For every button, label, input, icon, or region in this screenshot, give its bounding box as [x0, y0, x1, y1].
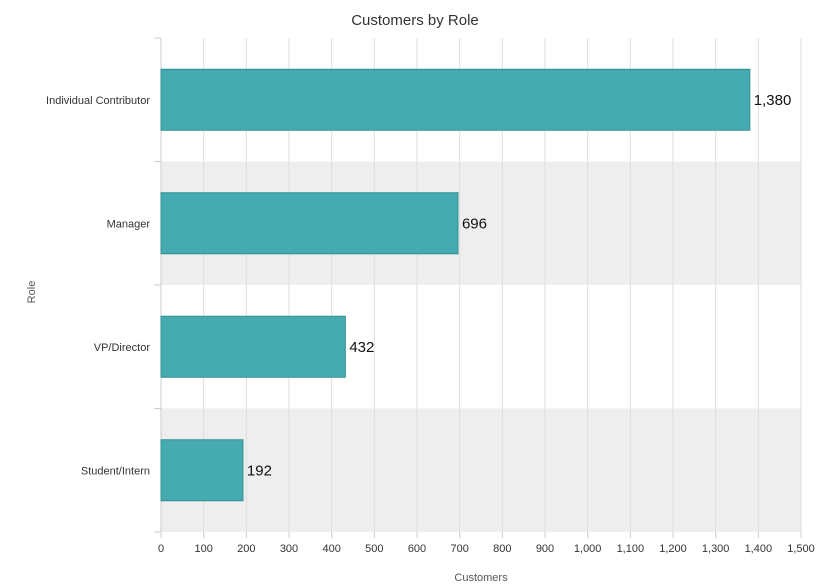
x-tick-label: 200 — [237, 543, 255, 555]
labels-group: 0 100 200 300 400 500 600 700 800 900 1,000 1,100 1,… — [46, 92, 815, 555]
chart-title: Customers by Role — [351, 12, 479, 29]
x-tick-label: 1,000 — [574, 543, 602, 555]
category-label: VP/Director — [94, 342, 151, 354]
x-axis-title: Customers — [454, 572, 508, 584]
bars-group — [160, 68, 751, 502]
plot-bands — [161, 161, 801, 532]
x-tick-label: 700 — [450, 543, 468, 555]
bar — [160, 68, 751, 131]
data-label: 696 — [462, 215, 487, 232]
bar — [160, 439, 244, 502]
y-axis-title: Role — [26, 281, 38, 304]
x-tick-label: 400 — [322, 543, 340, 555]
x-tick-label: 1,400 — [745, 543, 773, 555]
x-tick-label: 0 — [158, 543, 164, 555]
x-tick-label: 100 — [194, 543, 212, 555]
bar — [160, 315, 346, 378]
x-tick-label: 300 — [280, 543, 298, 555]
x-tick-label: 1,200 — [659, 543, 687, 555]
data-label: 192 — [247, 462, 272, 479]
x-tick-label: 1,300 — [702, 543, 730, 555]
x-tick-label: 900 — [536, 543, 554, 555]
row-band — [161, 408, 801, 532]
x-tick-label: 800 — [493, 543, 511, 555]
data-label: 1,380 — [754, 92, 792, 109]
category-label: Student/Intern — [81, 465, 150, 477]
category-label: Manager — [107, 218, 151, 230]
bar — [160, 192, 459, 255]
x-tick-label: 1,500 — [787, 543, 815, 555]
category-label: Individual Contributor — [46, 95, 150, 107]
x-tick-label: 1,100 — [617, 543, 645, 555]
x-tick-label: 600 — [408, 543, 426, 555]
x-tick-label: 500 — [365, 543, 383, 555]
data-label: 432 — [349, 339, 374, 356]
